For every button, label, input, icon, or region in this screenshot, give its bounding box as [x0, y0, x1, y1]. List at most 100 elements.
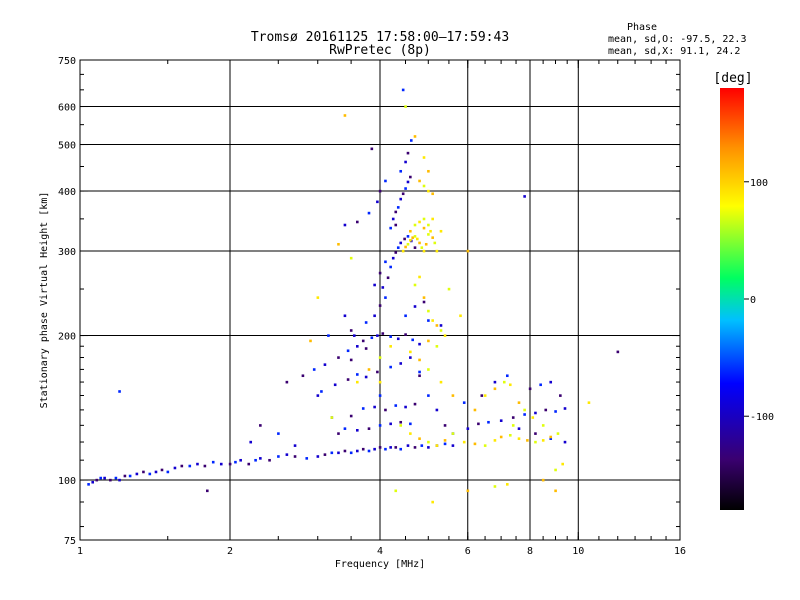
data-point-o	[378, 271, 382, 275]
data-point-x	[435, 249, 439, 253]
data-point-o	[389, 365, 392, 369]
data-point-x	[505, 483, 509, 486]
data-point-o	[523, 195, 526, 198]
data-point-o	[413, 305, 417, 308]
data-point-x	[556, 432, 560, 435]
data-point-x	[554, 468, 557, 472]
plot-area: 1 2 4 6 8 10 16 75 100 200 300 400 500 600 750	[58, 56, 686, 557]
data-point-o	[337, 356, 340, 359]
data-point-o	[367, 211, 371, 215]
data-point-o	[219, 462, 223, 466]
data-point-x	[404, 105, 407, 108]
data-point-o	[370, 336, 374, 340]
data-point-o	[188, 464, 192, 468]
data-point-o	[399, 241, 403, 245]
data-point-o	[534, 432, 537, 435]
data-point-x	[413, 235, 417, 238]
data-point-x	[337, 242, 340, 246]
data-point-o	[91, 480, 95, 484]
data-point-x	[422, 226, 426, 230]
data-point-o	[249, 440, 253, 444]
data-point-o	[528, 387, 532, 391]
data-point-o	[401, 192, 405, 196]
data-point-x	[316, 296, 320, 299]
data-point-o	[373, 405, 376, 409]
data-point-o	[364, 321, 368, 324]
data-point-x	[394, 489, 398, 493]
data-point-o	[422, 300, 426, 304]
data-point-o	[413, 446, 417, 449]
data-point-o	[381, 286, 385, 289]
x-tick-label: 1	[77, 546, 83, 557]
data-point-o	[160, 468, 164, 472]
data-point-x	[413, 283, 417, 287]
data-point-o	[293, 444, 297, 447]
data-point-x	[554, 489, 557, 493]
data-point-o	[413, 402, 417, 406]
data-point-o	[268, 458, 271, 462]
data-point-o	[389, 226, 392, 230]
data-point-x	[429, 229, 432, 233]
y-tick-label: 75	[64, 536, 76, 547]
data-point-x	[443, 334, 447, 337]
data-point-x	[409, 432, 412, 435]
data-point-o	[135, 472, 139, 476]
data-point-o	[378, 446, 382, 449]
data-point-o	[439, 324, 443, 327]
data-point-x	[406, 242, 410, 246]
data-point-o	[403, 237, 406, 241]
data-point-x	[378, 356, 382, 359]
data-point-x	[502, 380, 506, 384]
data-point-o	[378, 304, 382, 307]
data-point-o	[128, 474, 132, 478]
data-point-o	[451, 444, 455, 447]
data-point-x	[466, 249, 470, 253]
data-point-o	[355, 449, 359, 453]
data-point-o	[435, 408, 439, 412]
data-point-o	[389, 335, 392, 338]
data-point-o	[123, 474, 127, 478]
data-point-x	[473, 408, 477, 412]
data-point-o	[285, 453, 289, 456]
data-point-o	[493, 380, 497, 384]
data-point-o	[373, 314, 376, 318]
data-point-o	[154, 470, 158, 474]
data-point-o	[427, 394, 430, 397]
data-point-o	[330, 451, 334, 455]
y-tick-label: 750	[58, 56, 76, 67]
data-point-o	[364, 375, 368, 379]
data-point-x	[431, 192, 434, 196]
data-point-o	[277, 455, 280, 458]
data-point-o	[549, 380, 553, 384]
data-point-x	[483, 394, 487, 397]
data-point-o	[389, 265, 392, 269]
data-point-o	[480, 394, 484, 397]
data-point-o	[346, 349, 350, 353]
data-point-o	[384, 408, 387, 412]
data-point-x	[541, 439, 545, 442]
data-point-x	[561, 462, 564, 466]
data-point-o	[254, 458, 257, 462]
data-point-o	[378, 424, 382, 427]
data-point-o	[234, 460, 237, 464]
data-point-o	[409, 356, 412, 359]
data-point-o	[349, 329, 353, 332]
data-point-x	[439, 380, 443, 384]
data-point-o	[534, 411, 537, 415]
data-point-o	[349, 414, 353, 418]
data-point-x	[378, 380, 382, 384]
data-point-x	[409, 238, 412, 242]
x-tick-label: 16	[674, 546, 686, 557]
data-point-o	[409, 175, 412, 179]
data-point-x	[399, 424, 403, 427]
data-point-o	[166, 470, 170, 474]
data-point-x	[459, 314, 462, 318]
data-point-o	[523, 413, 526, 416]
data-point-x	[549, 435, 553, 439]
data-point-x	[418, 179, 421, 183]
data-point-o	[394, 446, 398, 449]
data-point-o	[399, 362, 403, 365]
y-tick-label: 300	[58, 247, 76, 258]
data-point-o	[327, 334, 330, 337]
data-point-o	[427, 319, 430, 322]
